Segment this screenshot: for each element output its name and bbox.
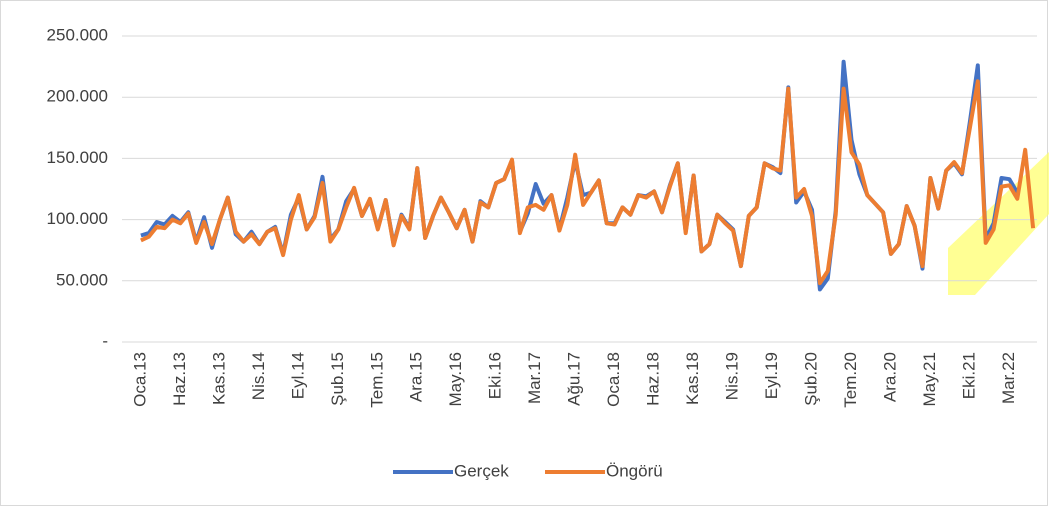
x-tick-label: Eki.16: [486, 352, 505, 399]
x-tick-label: Haz.13: [170, 352, 189, 406]
y-tick-label: 250.000: [47, 25, 108, 44]
x-tick-label: Haz.18: [644, 352, 663, 406]
x-tick-label: Ara.15: [407, 352, 426, 402]
series-line: [140, 79, 1036, 286]
x-tick-label: Mar.22: [999, 352, 1018, 404]
x-tick-label: Nis.19: [723, 352, 742, 400]
x-tick-label: Ara.20: [880, 352, 899, 402]
x-tick-label: Ağu.17: [565, 352, 584, 406]
x-tick-label: Nis.14: [249, 352, 268, 400]
x-tick-label: May.16: [446, 352, 465, 407]
y-tick-label: 150.000: [47, 148, 108, 167]
x-tick-label: Şub.20: [801, 352, 820, 406]
x-tick-label: Oca.13: [130, 352, 149, 407]
x-tick-label: Şub.15: [328, 352, 347, 406]
legend-label: Öngörü: [606, 461, 663, 480]
x-tick-label: Tem.15: [367, 352, 386, 408]
x-tick-label: Mar.17: [525, 352, 544, 404]
x-tick-label: Eki.21: [959, 352, 978, 399]
x-tick-label: Kas.18: [683, 352, 702, 405]
highlight: [948, 152, 1049, 295]
x-tick-label: May.21: [920, 352, 939, 407]
x-tick-label: Oca.18: [604, 352, 623, 407]
y-tick-label: 200.000: [47, 87, 108, 106]
y-tick-label: 50.000: [56, 270, 108, 289]
x-tick-label: Tem.20: [841, 352, 860, 408]
legend-label: Gerçek: [454, 461, 509, 480]
y-tick-label: 100.000: [47, 209, 108, 228]
y-tick-label: -: [102, 331, 108, 350]
x-tick-label: Eyl.14: [288, 352, 307, 399]
x-tick-label: Kas.13: [209, 352, 228, 405]
x-tick-label: Eyl.19: [762, 352, 781, 399]
